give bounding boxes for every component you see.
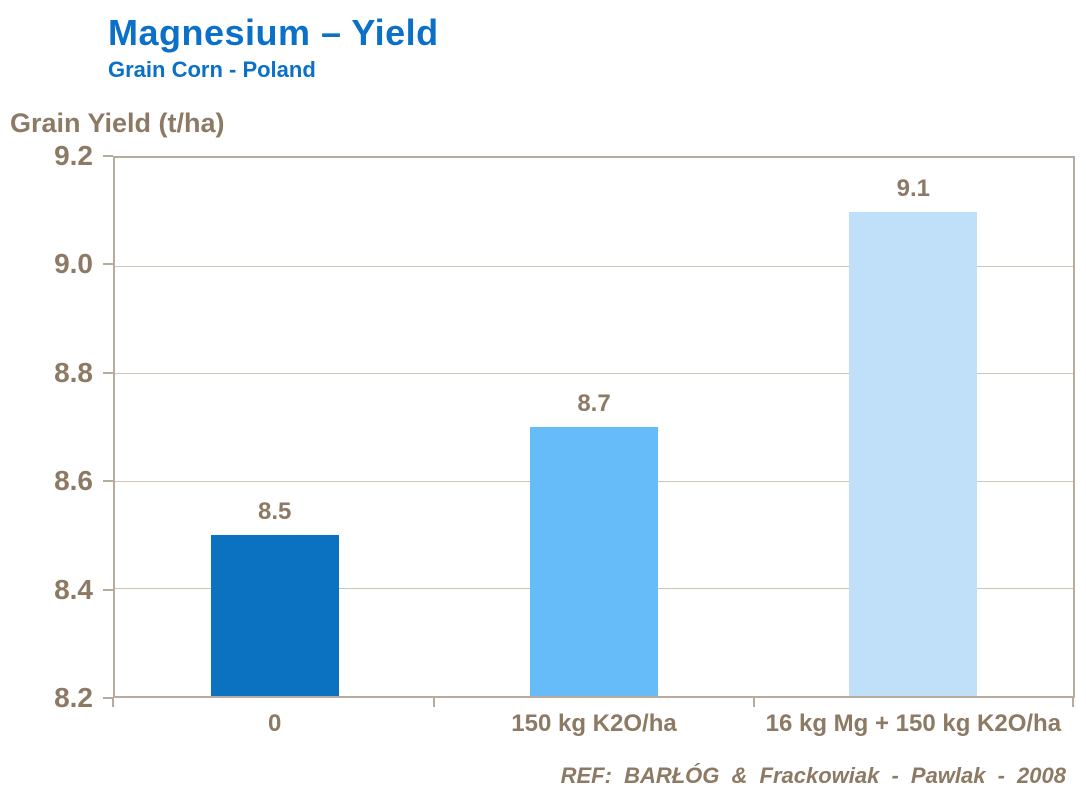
gridline — [115, 265, 1073, 267]
bar-2 — [530, 427, 658, 696]
y-tick-label: 9.2 — [54, 140, 93, 171]
bar-value-label: 8.7 — [577, 390, 611, 417]
y-tick-label: 8.2 — [54, 682, 93, 713]
x-tick-mark — [112, 698, 114, 707]
y-tick-mark — [103, 371, 113, 374]
y-axis-title: Grain Yield (t/ha) — [10, 108, 225, 138]
bar-1 — [210, 534, 339, 696]
x-tick-mark — [753, 698, 756, 707]
y-tick-mark — [103, 697, 113, 699]
x-tick-mark — [432, 698, 435, 707]
y-tick-mark — [103, 263, 113, 266]
bar-value-label: 9.1 — [896, 174, 931, 202]
y-tick-label: 8.6 — [54, 465, 93, 497]
chart-subtitle: Grain Corn - Poland — [108, 57, 316, 82]
y-tick-mark — [103, 480, 113, 483]
y-tick-mark — [103, 588, 113, 591]
y-tick-label: 8.8 — [54, 356, 93, 388]
category-label: 150 kg K2O/ha — [511, 710, 677, 737]
gridline — [115, 373, 1073, 375]
category-label: 16 kg Mg + 150 kg K2O/ha — [765, 710, 1062, 737]
chart-title: Magnesium – Yield — [108, 12, 439, 53]
bar-3 — [849, 211, 978, 696]
category-label: 0 — [267, 710, 282, 737]
reference-text: REF: BARŁÓG & Frackowiak - Pawlak - 2008 — [560, 763, 1066, 788]
x-tick-mark — [1072, 698, 1074, 707]
y-tick-mark — [103, 155, 113, 157]
bar-value-label: 8.5 — [257, 497, 292, 525]
y-tick-label: 8.4 — [54, 573, 93, 605]
y-tick-label: 9.0 — [54, 248, 93, 280]
plot-area: 8.5 8.7 9.1 — [113, 156, 1075, 698]
